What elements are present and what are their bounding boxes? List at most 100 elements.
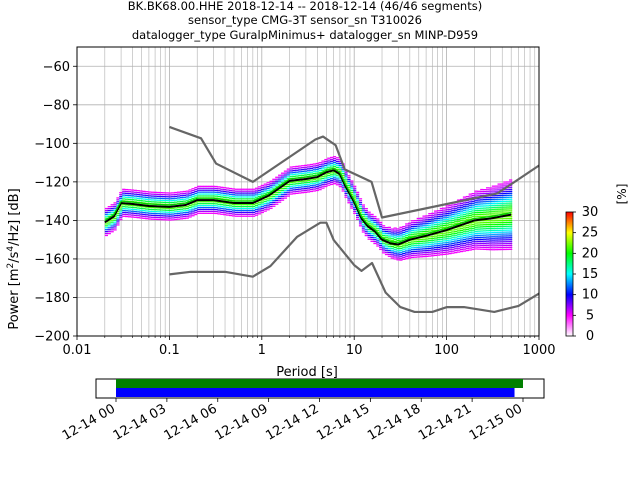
heatmap-cell bbox=[494, 206, 498, 208]
heatmap-cell bbox=[332, 175, 337, 177]
heatmap-cell bbox=[436, 252, 441, 254]
heatmap-cell bbox=[471, 231, 475, 233]
heatmap-cell bbox=[485, 208, 490, 210]
heatmap-cell bbox=[286, 191, 290, 193]
heatmap-cell bbox=[433, 235, 438, 237]
heatmap-cell bbox=[416, 231, 420, 233]
heatmap-cell bbox=[491, 208, 495, 210]
heatmap-cell bbox=[202, 212, 207, 214]
heatmap-cell bbox=[416, 250, 420, 252]
heatmap-cell bbox=[127, 216, 132, 218]
heatmap-cell bbox=[353, 189, 357, 191]
heatmap-cell bbox=[468, 210, 472, 213]
heatmap-cell bbox=[379, 221, 383, 224]
heatmap-cell bbox=[422, 223, 426, 225]
heatmap-cell bbox=[269, 180, 273, 182]
heatmap-cell bbox=[151, 218, 155, 220]
heatmap-cell bbox=[428, 218, 432, 221]
heatmap-cell bbox=[494, 227, 498, 230]
heatmap-cell bbox=[269, 188, 273, 190]
heatmap-cell bbox=[454, 240, 458, 242]
heatmap-cell bbox=[321, 175, 325, 178]
heatmap-cell bbox=[211, 193, 215, 195]
heatmap-cell bbox=[503, 221, 507, 224]
heatmap-cell bbox=[306, 185, 311, 187]
heatmap-cell bbox=[451, 208, 455, 210]
heatmap-cell bbox=[243, 213, 247, 215]
heatmap-cell bbox=[159, 215, 163, 217]
heatmap-cell bbox=[396, 247, 400, 249]
heatmap-cell bbox=[350, 205, 354, 207]
heatmap-cell bbox=[425, 221, 429, 223]
heatmap-cell bbox=[153, 199, 158, 201]
heatmap-cell bbox=[171, 201, 175, 204]
heatmap-cell bbox=[182, 200, 186, 202]
heatmap-cell bbox=[436, 235, 441, 237]
heatmap-cell bbox=[179, 206, 184, 208]
heatmap-cell bbox=[428, 255, 432, 257]
heatmap-cell bbox=[488, 233, 493, 235]
heatmap-cell bbox=[275, 201, 279, 203]
heatmap-cell bbox=[156, 197, 160, 199]
heatmap-cell bbox=[283, 187, 288, 190]
heatmap-cell bbox=[127, 212, 132, 214]
heatmap-cell bbox=[509, 208, 513, 210]
heatmap-cell bbox=[491, 189, 495, 191]
heatmap-cell bbox=[491, 224, 495, 226]
heatmap-cell bbox=[433, 214, 438, 216]
heatmap-cell bbox=[396, 249, 400, 251]
heatmap-cell bbox=[226, 214, 230, 216]
heatmap-cell bbox=[194, 194, 198, 196]
heatmap-cell bbox=[228, 197, 233, 199]
heatmap-cell bbox=[500, 229, 504, 231]
heatmap-cell bbox=[483, 227, 487, 229]
heatmap-cell bbox=[283, 170, 288, 172]
heatmap-cell bbox=[477, 244, 481, 246]
heatmap-cell bbox=[292, 168, 296, 170]
heatmap-cell bbox=[399, 259, 403, 261]
heatmap-cell bbox=[188, 193, 192, 195]
heatmap-cell bbox=[304, 168, 308, 170]
x-tick-label: 1 bbox=[258, 343, 266, 358]
heatmap-cell bbox=[408, 232, 412, 234]
heatmap-cell bbox=[272, 199, 276, 202]
heatmap-cell bbox=[353, 208, 357, 211]
heatmap-cell bbox=[436, 210, 441, 212]
heatmap-cell bbox=[454, 211, 458, 213]
heatmap-cell bbox=[214, 187, 218, 190]
heatmap-cell bbox=[457, 228, 461, 230]
heatmap-cell bbox=[405, 252, 409, 254]
heatmap-cell bbox=[254, 206, 259, 209]
heatmap-cell bbox=[174, 218, 178, 221]
heatmap-cell bbox=[376, 237, 380, 239]
heatmap-cell bbox=[286, 170, 290, 172]
heatmap-cell bbox=[379, 244, 383, 247]
heatmap-cell bbox=[122, 188, 126, 190]
heatmap-cell bbox=[462, 231, 467, 233]
heatmap-cell bbox=[379, 233, 383, 235]
heatmap-cell bbox=[122, 206, 126, 208]
heatmap-cell bbox=[506, 210, 510, 212]
colorbar-scale bbox=[565, 211, 574, 337]
heatmap-cell bbox=[436, 250, 441, 252]
heatmap-cell bbox=[471, 241, 475, 243]
heatmap-cell bbox=[488, 237, 493, 239]
heatmap-cell bbox=[457, 249, 461, 251]
heatmap-cell bbox=[506, 196, 510, 199]
heatmap-cell bbox=[373, 240, 377, 243]
heatmap-cell bbox=[324, 183, 328, 186]
heatmap-cell bbox=[462, 248, 467, 250]
heatmap-cell bbox=[483, 233, 487, 235]
heatmap-cell bbox=[301, 188, 305, 190]
heatmap-cell bbox=[254, 189, 259, 191]
heatmap-cell bbox=[353, 187, 357, 189]
heatmap-cell bbox=[384, 234, 389, 236]
heatmap-cell bbox=[139, 200, 143, 202]
heatmap-cell bbox=[506, 198, 510, 200]
heatmap-cell bbox=[436, 217, 441, 220]
heatmap-cell bbox=[459, 210, 464, 212]
heatmap-cell bbox=[494, 185, 498, 187]
heatmap-cell bbox=[194, 213, 198, 216]
heatmap-cell bbox=[442, 213, 446, 215]
heatmap-cell bbox=[249, 207, 253, 210]
